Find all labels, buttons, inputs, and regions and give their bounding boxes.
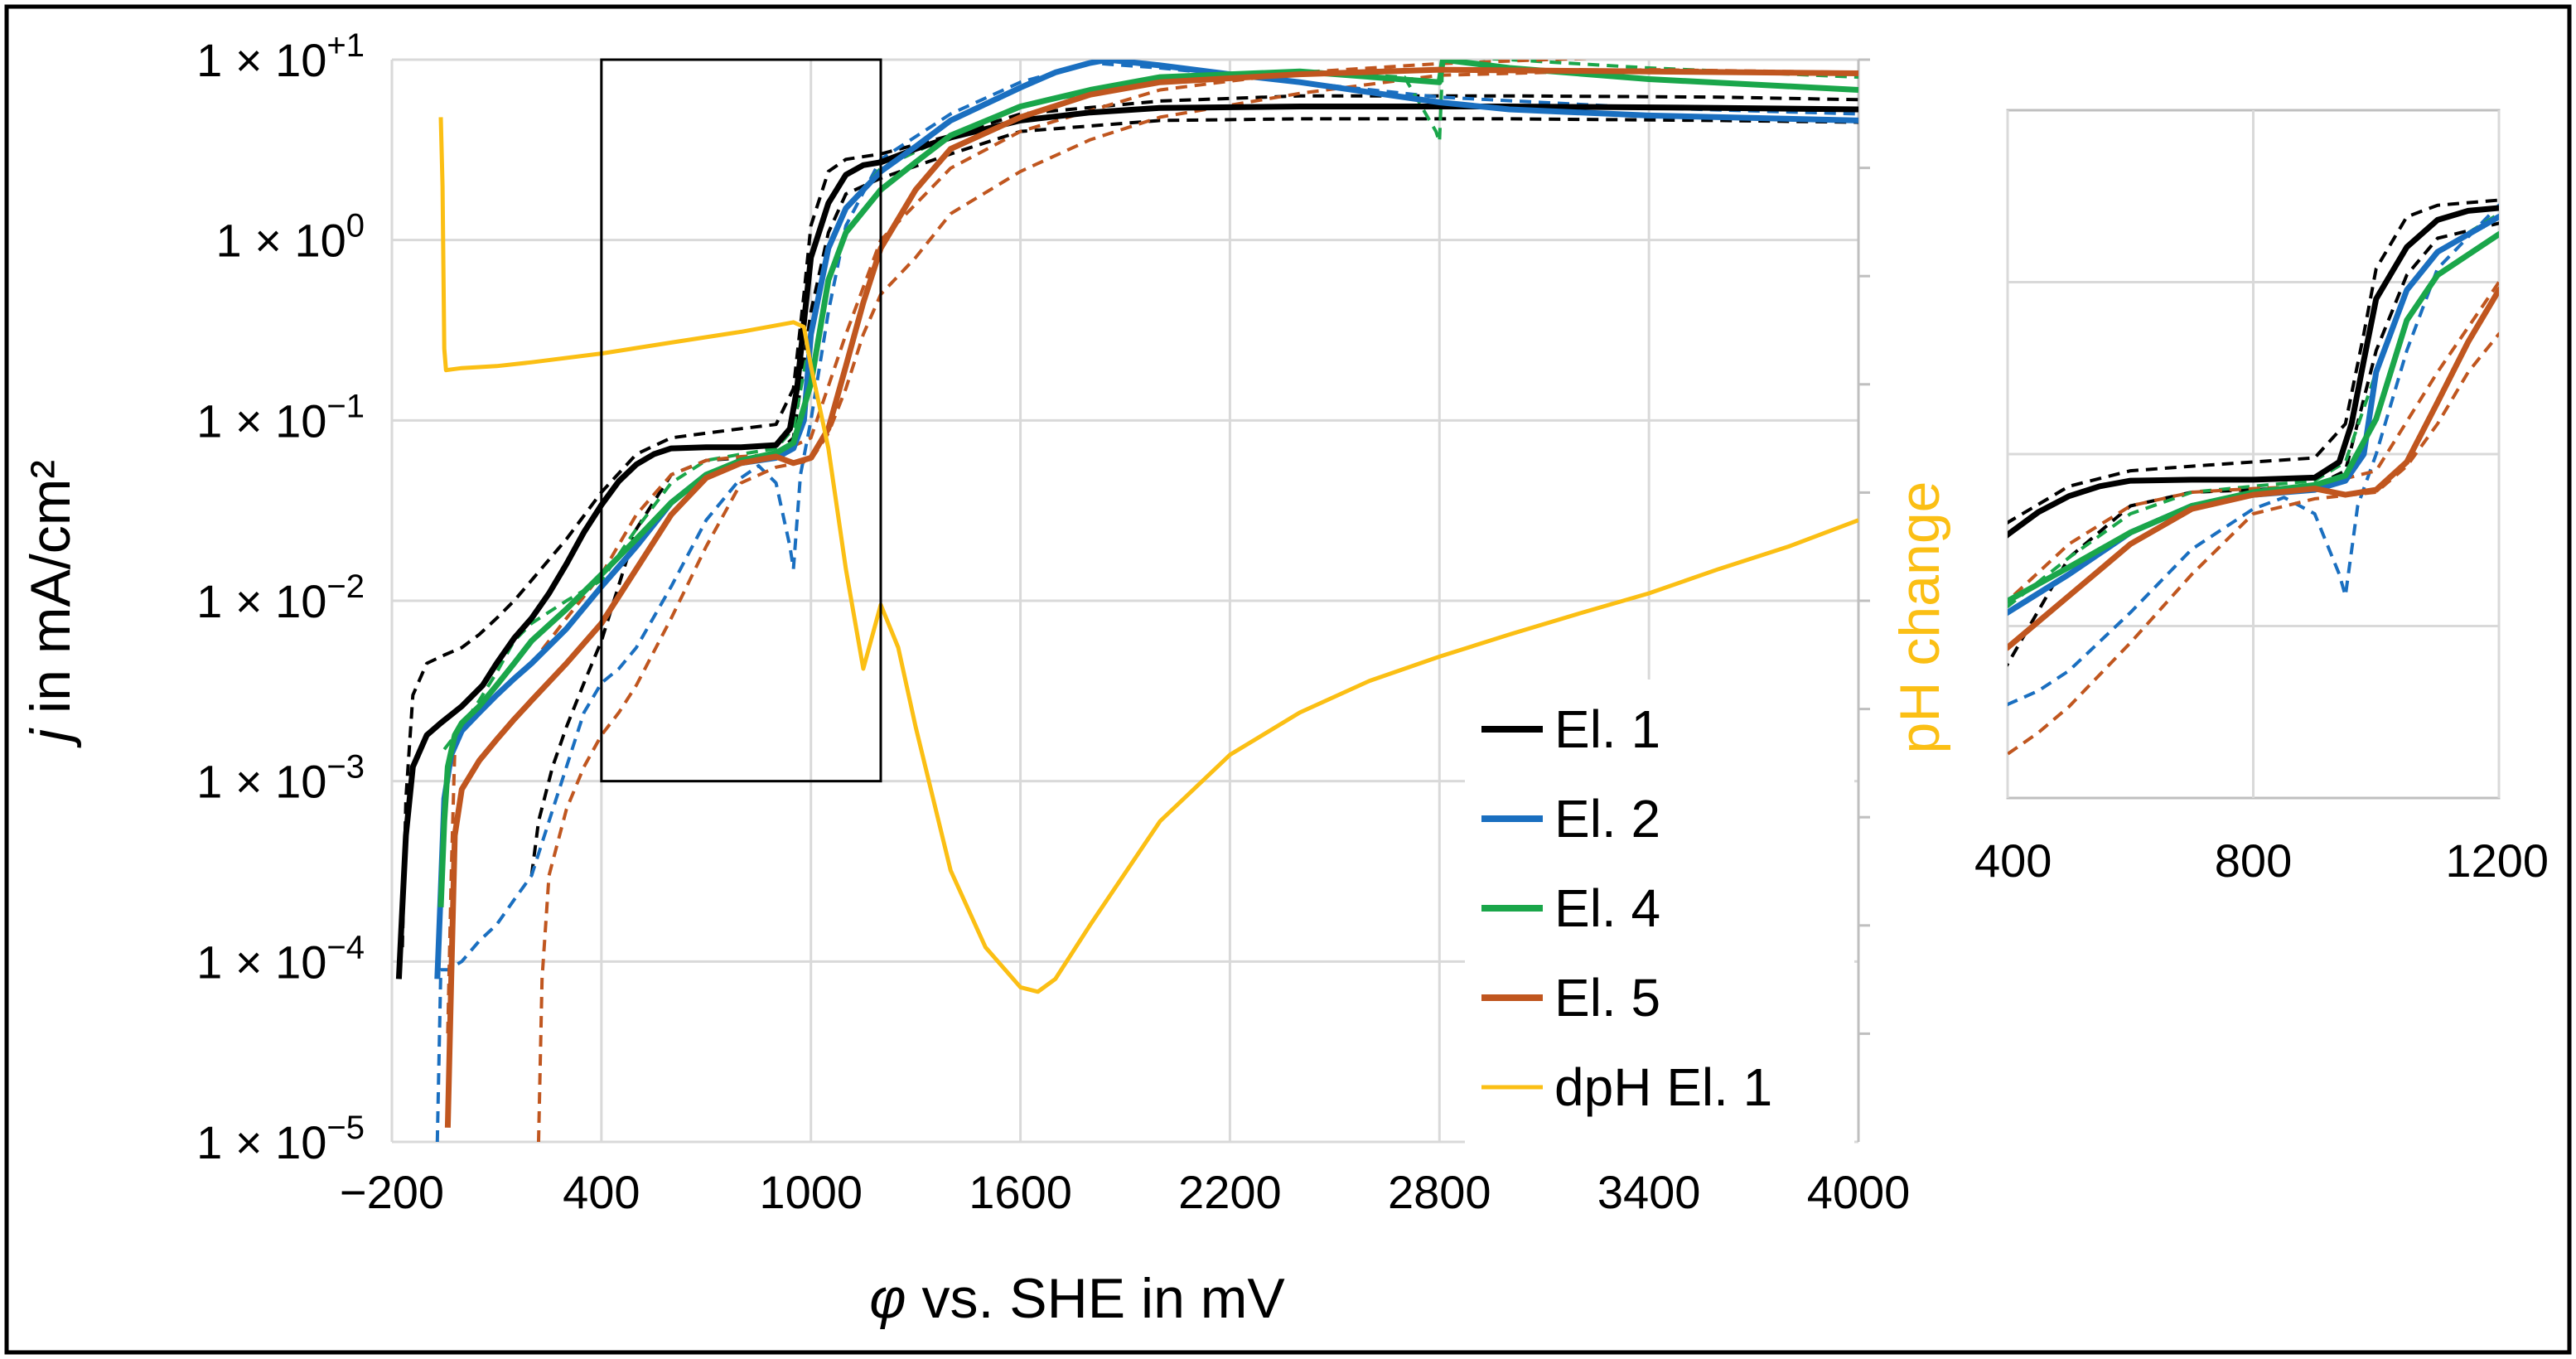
main-y-tick-1: 1 × 100 bbox=[215, 208, 365, 267]
inset-series-group bbox=[2008, 198, 2499, 757]
legend-label-4: dpH El. 1 bbox=[1554, 1057, 1772, 1117]
y-axis-label: j in mA/cm² bbox=[19, 460, 82, 748]
main-x-tick-1: 400 bbox=[563, 1166, 640, 1218]
main-x-tick-4: 2200 bbox=[1178, 1166, 1282, 1218]
series-line-el-5-dashed- bbox=[537, 68, 1858, 1142]
series-line-dph-el-1 bbox=[438, 117, 1858, 994]
main-y-tick-5: 1 × 10−4 bbox=[196, 929, 365, 988]
series-line-el-1-dashed- bbox=[400, 94, 1858, 948]
inset-series-line-el-2 bbox=[2008, 213, 2499, 617]
main-y-tick-4: 1 × 10−3 bbox=[196, 749, 365, 808]
series-line-el-4 bbox=[437, 60, 1858, 907]
legend: El. 1 El. 2 El. 4 El. 5 dpH El. 1 bbox=[1481, 699, 1772, 1117]
main-y-tick-3: 1 × 10−2 bbox=[196, 568, 365, 627]
legend-label-1: El. 2 bbox=[1554, 789, 1660, 849]
main-series-group bbox=[395, 60, 1858, 1142]
main-x-tick-2: 1000 bbox=[759, 1166, 863, 1218]
x-axis-label: φ vs. SHE in mV bbox=[869, 1267, 1285, 1330]
legend-label-3: El. 5 bbox=[1554, 968, 1660, 1028]
main-x-tick-5: 2800 bbox=[1388, 1166, 1491, 1218]
inset-series-line-el-5-dashed-2- bbox=[2008, 280, 2499, 603]
inset-x-tick-labels: 400 800 1200 bbox=[1974, 834, 2549, 887]
inset-series-line-el-1-dashed- bbox=[2008, 198, 2499, 525]
inset-series-line-el-2-dashed- bbox=[2008, 203, 2499, 707]
main-y-tick-2: 1 × 10−1 bbox=[196, 388, 365, 447]
inset-x-tick-1: 800 bbox=[2215, 834, 2292, 887]
main-x-tick-7: 4000 bbox=[1807, 1166, 1911, 1218]
secondary-y-axis-label: pH change bbox=[1888, 481, 1951, 754]
main-y-tick-labels: 1 × 10+1 1 × 100 1 × 10−1 1 × 10−2 1 × 10−3 1… bbox=[196, 27, 365, 1168]
series-line-el-5-dashed-2- bbox=[446, 60, 1858, 1034]
inset-series-line-el-1 bbox=[2008, 205, 2499, 539]
legend-label-0: El. 1 bbox=[1554, 699, 1660, 759]
main-x-tick-0: −200 bbox=[340, 1166, 444, 1218]
inset-series-line-el-4 bbox=[2008, 230, 2499, 605]
main-x-tick-3: 1600 bbox=[969, 1166, 1072, 1218]
main-x-tick-labels: −200 400 1000 1600 2200 2800 3400 4000 bbox=[340, 1166, 1910, 1218]
inset-x-tick-0: 400 bbox=[1974, 834, 2052, 887]
main-secondary-axis-ticks bbox=[1858, 58, 1870, 1035]
main-y-tick-6: 1 × 10−5 bbox=[196, 1110, 365, 1168]
series-line-el-5 bbox=[444, 66, 1858, 1128]
main-x-tick-6: 3400 bbox=[1597, 1166, 1701, 1218]
series-line-el-4-dashed- bbox=[442, 60, 1858, 751]
inset-x-tick-2: 1200 bbox=[2445, 834, 2549, 887]
legend-label-2: El. 4 bbox=[1554, 878, 1660, 938]
inset-series-line-el-5 bbox=[2008, 286, 2499, 651]
zoom-region-box bbox=[600, 58, 882, 783]
main-y-tick-0: 1 × 10+1 bbox=[196, 27, 365, 86]
